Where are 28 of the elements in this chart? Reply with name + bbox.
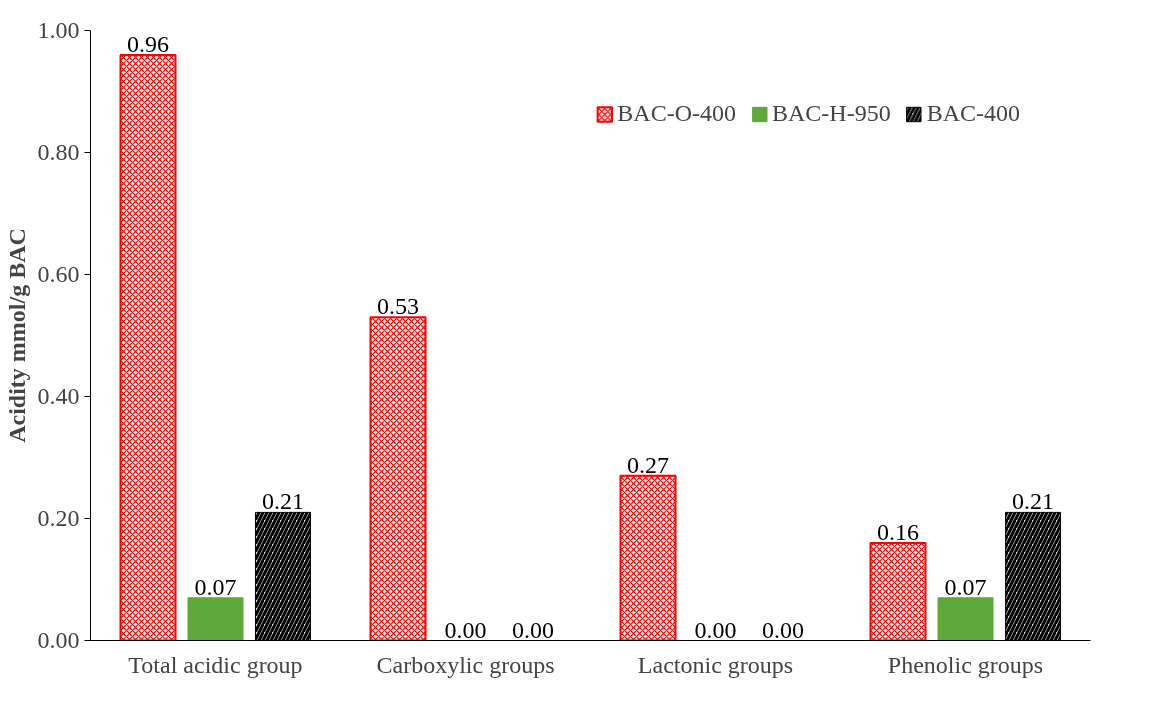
data-label: 0.00 [694,616,737,643]
data-label: 0.00 [444,616,487,643]
data-label: 0.21 [1012,488,1054,515]
data-label: 0.00 [512,616,554,643]
x-tick-label: Phenolic groups [887,651,1044,678]
data-label: 0.21 [262,488,304,515]
y-tick-label: 0.00 [37,627,80,653]
x-tick-label: Lactonic groups [637,651,794,678]
bar [937,597,994,641]
y-tick-label: 0.80 [37,139,80,165]
y-tick-label: 0.60 [37,261,80,287]
data-label: 0.96 [127,30,169,57]
y-tick-label: 1.00 [37,17,80,43]
bar [187,597,244,641]
legend-label: BAC-H-950 [771,100,891,127]
legend-label: BAC-O-400 [617,100,736,127]
legend-label: BAC-400 [926,100,1020,127]
y-tick-label: 0.20 [37,505,80,531]
data-label: 0.27 [627,451,669,478]
x-tick-label: Total acidic group [128,651,303,678]
data-label: 0.00 [762,616,804,643]
y-tick-label: 0.40 [37,383,80,409]
data-label: 0.16 [877,518,919,545]
y-axis-title: Acidity mmol/g BAC [3,228,30,443]
data-label: 0.07 [944,573,987,600]
data-label: 0.53 [377,293,419,320]
data-label: 0.07 [194,573,237,600]
x-tick-label: Carboxylic groups [376,651,555,678]
